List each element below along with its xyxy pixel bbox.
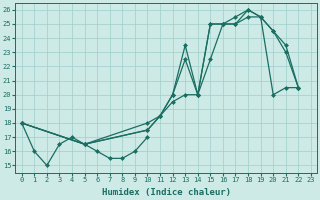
X-axis label: Humidex (Indice chaleur): Humidex (Indice chaleur) bbox=[102, 188, 231, 197]
